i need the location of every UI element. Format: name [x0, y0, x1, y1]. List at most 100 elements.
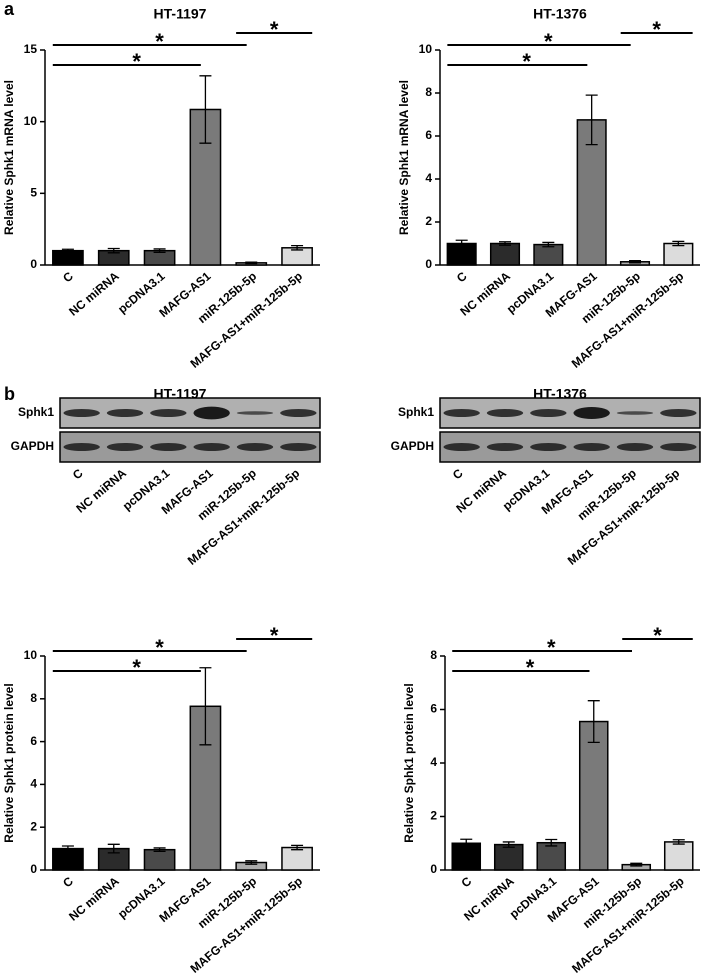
blot-band — [616, 443, 654, 451]
y-tick-label: 6 — [425, 128, 432, 142]
y-tick-label: 8 — [30, 691, 37, 705]
significance-star: * — [132, 49, 141, 74]
bar — [52, 249, 84, 266]
error-bar — [291, 844, 304, 851]
y-tick-label: 2 — [30, 819, 37, 833]
y-tick-label: 10 — [419, 42, 433, 56]
y-tick-label: 4 — [30, 777, 37, 791]
error-bar — [460, 838, 473, 848]
x-tick-label: NC miRNA — [66, 269, 122, 319]
chart-title: HT-1376 — [533, 6, 587, 22]
y-tick-label: 6 — [430, 702, 437, 716]
blot-band — [236, 443, 274, 451]
error-bar — [672, 240, 685, 247]
error-bar — [153, 847, 166, 853]
y-tick-label: 8 — [430, 648, 437, 662]
error-bar — [199, 75, 212, 144]
x-tick-label: C — [60, 269, 76, 286]
blot-band — [106, 409, 144, 417]
y-tick-label: 2 — [425, 214, 432, 228]
error-bar — [107, 247, 120, 254]
bar — [489, 242, 521, 266]
blot-row-label: GAPDH — [391, 439, 434, 453]
blot-band — [486, 443, 524, 451]
y-tick-label: 8 — [425, 85, 432, 99]
blot-lane-label: C — [450, 466, 466, 483]
blot-strip — [59, 397, 321, 429]
significance-star: * — [653, 623, 662, 648]
y-tick-label: 10 — [24, 114, 38, 128]
blot-band — [63, 443, 100, 451]
significance-star: * — [547, 635, 556, 660]
y-tick-label: 0 — [430, 862, 437, 876]
panel-label: b — [4, 384, 15, 404]
y-axis-label: Relative Sphk1 mRNA level — [2, 80, 16, 235]
blot-band — [443, 443, 480, 451]
y-tick-label: 6 — [30, 734, 37, 748]
blot-lane-label: C — [70, 466, 86, 483]
error-bar — [672, 839, 685, 845]
error-bar — [199, 667, 212, 746]
error-bar — [629, 260, 641, 264]
x-tick-label: C — [60, 874, 76, 891]
y-tick-label: 4 — [425, 171, 432, 185]
blot-band — [530, 409, 567, 417]
y-tick-label: 0 — [30, 257, 37, 271]
error-bar — [107, 843, 120, 854]
blot-band — [573, 443, 610, 451]
blot-band — [193, 406, 230, 420]
y-tick-label: 2 — [430, 809, 437, 823]
significance-star: * — [522, 49, 531, 74]
blot-band — [236, 411, 274, 415]
error-bar — [502, 841, 515, 848]
blot-band — [443, 409, 480, 417]
x-tick-label: C — [459, 874, 475, 891]
error-bar — [587, 700, 600, 744]
error-bar — [455, 239, 468, 248]
blot-band — [616, 411, 654, 415]
error-bar — [153, 248, 166, 254]
y-tick-label: 0 — [30, 862, 37, 876]
blot-band — [106, 443, 144, 451]
blot-band — [660, 443, 697, 451]
error-bar — [61, 248, 74, 253]
y-axis-label: Relative Sphk1 protein level — [2, 683, 16, 842]
blot-band — [150, 443, 187, 451]
blot-band — [530, 443, 567, 451]
y-tick-label: 4 — [430, 755, 437, 769]
error-bar — [245, 860, 258, 865]
blot-band — [573, 407, 610, 419]
y-tick-label: 0 — [425, 257, 432, 271]
blot-row-label: Sphk1 — [398, 405, 434, 419]
significance-star: * — [544, 29, 553, 54]
bar — [578, 720, 609, 871]
blot-band — [660, 409, 697, 417]
error-bar — [585, 94, 598, 146]
error-bar — [499, 241, 511, 246]
bar — [281, 846, 313, 871]
blot-band — [280, 409, 317, 417]
bar — [536, 841, 567, 871]
significance-star: * — [270, 623, 279, 648]
significance-star: * — [132, 655, 141, 680]
significance-star: * — [526, 655, 535, 680]
blot-strip — [59, 431, 321, 463]
bar — [143, 848, 176, 871]
y-tick-label: 15 — [24, 42, 38, 56]
blot-strip — [439, 397, 701, 429]
significance-star: * — [270, 17, 279, 42]
panel-label: a — [4, 0, 15, 19]
blot-band — [63, 409, 100, 417]
blot-band — [150, 409, 187, 417]
y-axis-label: Relative Sphk1 protein level — [402, 683, 416, 842]
x-tick-label: NC miRNA — [66, 874, 122, 924]
y-axis-label: Relative Sphk1 mRNA level — [397, 80, 411, 235]
error-bar — [61, 845, 74, 852]
significance-star: * — [155, 635, 164, 660]
blot-band — [193, 443, 230, 451]
blot-band — [280, 443, 317, 451]
y-tick-label: 5 — [30, 186, 37, 200]
blot-row-label: GAPDH — [11, 439, 54, 453]
chart-title: HT-1197 — [154, 6, 207, 22]
